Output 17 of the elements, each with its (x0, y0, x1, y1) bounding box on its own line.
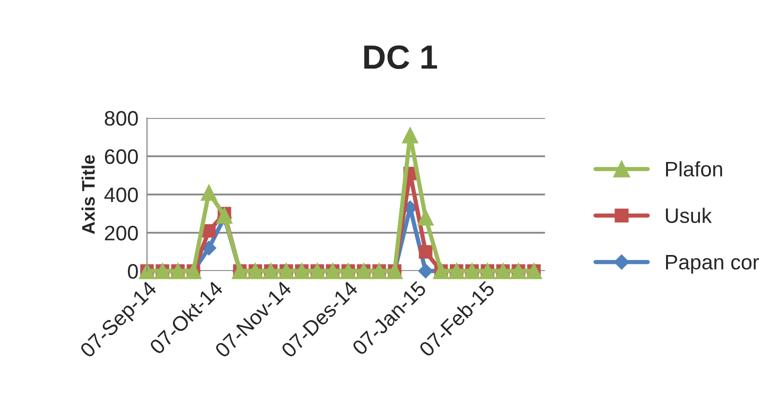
legend-label: Papan cor (666, 255, 759, 274)
point (402, 127, 418, 144)
y-tick-label: 400 (104, 188, 138, 202)
point (202, 240, 216, 256)
point (418, 264, 433, 278)
y-axis-title: Axis Title (82, 155, 95, 234)
y-tick-label: 600 (104, 149, 138, 164)
y-tick-label: 0 (128, 264, 138, 279)
point (417, 209, 434, 226)
legend-label: Usuk (666, 208, 712, 224)
point (200, 184, 218, 201)
legend-label: Plafon (666, 161, 722, 177)
y-tick-label: 800 (104, 111, 138, 126)
y-tick-label: 200 (104, 226, 138, 241)
chart-title: DC 1 (364, 45, 438, 69)
point (418, 245, 432, 259)
point (216, 207, 233, 224)
